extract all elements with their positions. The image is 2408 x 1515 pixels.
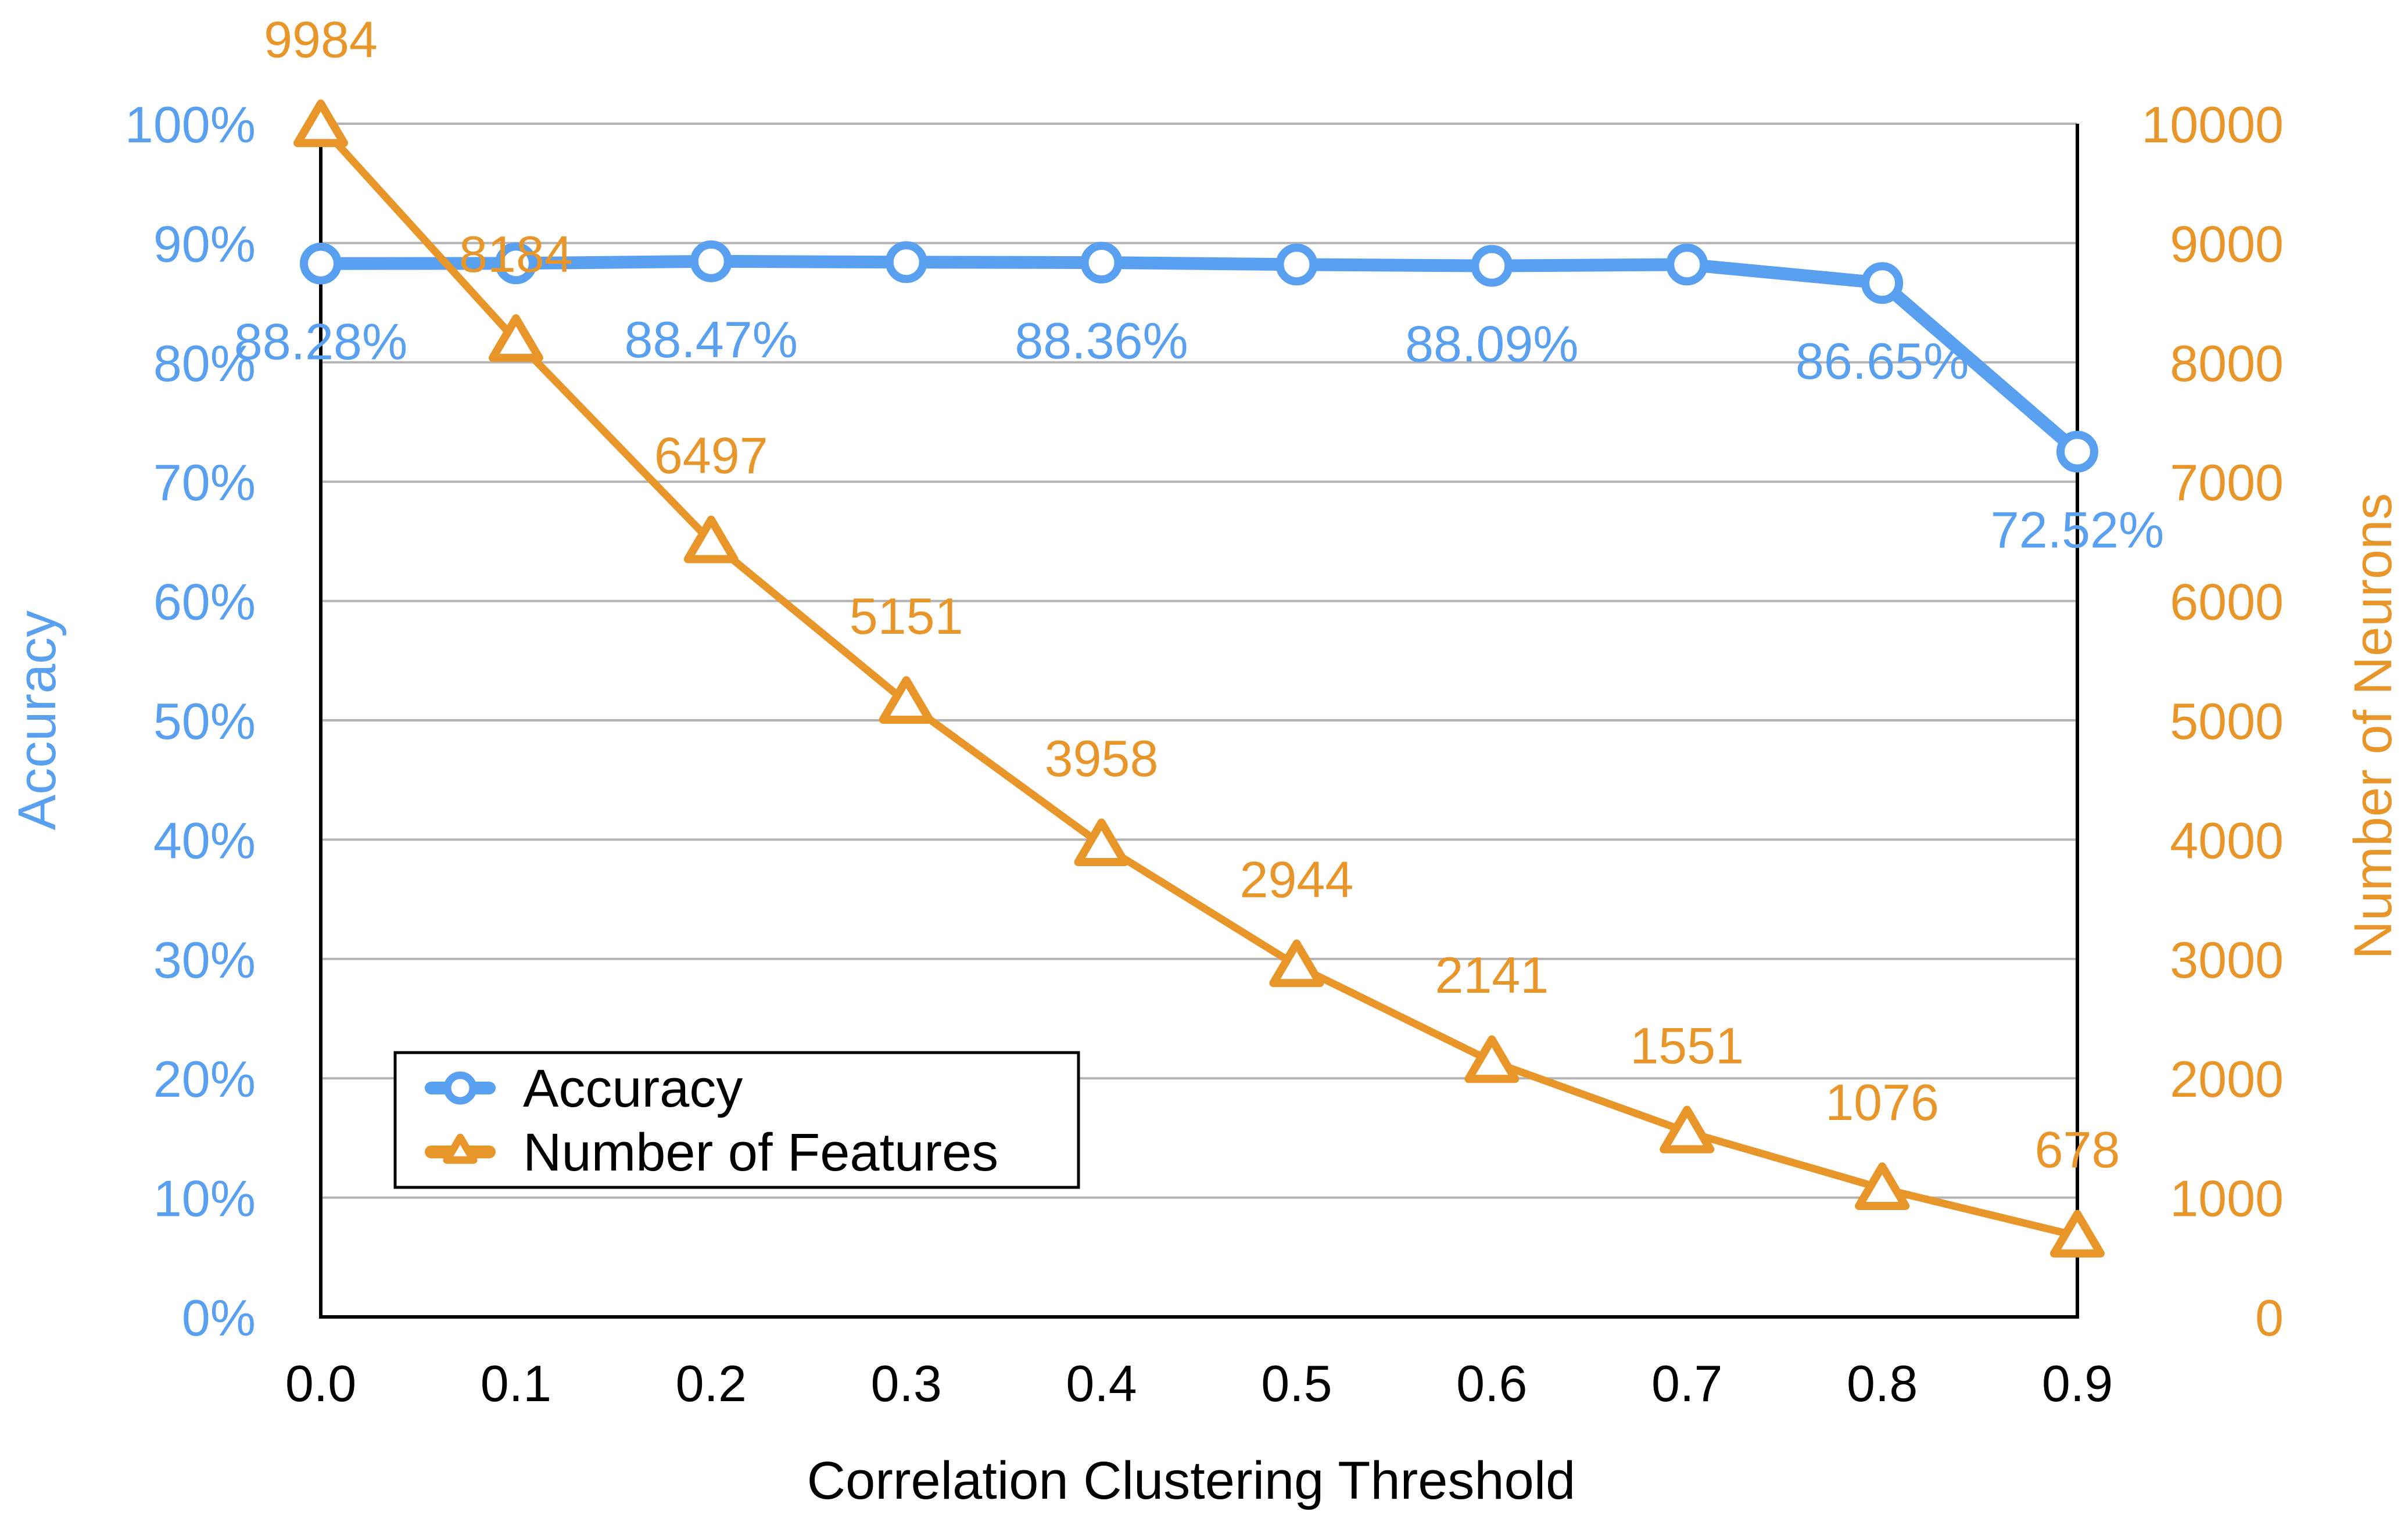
x-tick-label: 0.8	[1847, 1355, 1918, 1412]
right-tick-label: 8000	[2170, 335, 2284, 392]
accuracy-data-label: 72.52%	[1991, 501, 2164, 558]
x-tick-label: 0.4	[1066, 1355, 1137, 1412]
features-point	[488, 314, 543, 362]
right-tick-label: 5000	[2170, 692, 2284, 750]
accuracy-point	[1666, 243, 1708, 286]
accuracy-point	[300, 242, 342, 285]
accuracy-data-label: 88.09%	[1405, 315, 1578, 373]
features-data-label: 6497	[654, 427, 768, 484]
accuracy-point	[1861, 262, 1904, 304]
right-tick-label: 0	[2255, 1289, 2284, 1347]
accuracy-data-label: 88.28%	[234, 313, 407, 371]
legend-accuracy-marker	[443, 1071, 477, 1105]
accuracy-point	[690, 240, 732, 282]
features-point	[2050, 1209, 2105, 1258]
x-tick-label: 0.0	[285, 1355, 356, 1412]
left-tick-label: 40%	[153, 812, 256, 869]
features-point	[1269, 939, 1324, 988]
legend-features-label: Number of Features	[523, 1123, 998, 1182]
x-tick-label: 0.7	[1651, 1355, 1722, 1412]
right-tick-label: 4000	[2170, 812, 2284, 869]
features-data-label: 8184	[459, 225, 573, 283]
features-point	[1855, 1162, 1910, 1210]
left-tick-label: 30%	[153, 931, 256, 989]
tick-labels: 0% 10% 20% 30% 40% 50% 60% 70% 80% 90% 100% 0 1000 20…	[125, 96, 2284, 1412]
data-labels: 9984 8184 6497 5151 3958 2944 2141 1551 1076 678 8…	[234, 10, 2164, 1178]
left-tick-label: 100%	[125, 96, 256, 153]
legend: Accuracy Number of Features	[393, 1051, 1080, 1189]
x-axis-title: Correlation Clustering Threshold	[807, 1451, 1576, 1510]
legend-accuracy-label: Accuracy	[523, 1059, 743, 1118]
left-tick-label: 50%	[153, 692, 256, 750]
left-tick-label: 80%	[153, 335, 256, 392]
features-data-label: 678	[2035, 1121, 2120, 1179]
right-tick-label: 3000	[2170, 931, 2284, 989]
right-tick-label: 2000	[2170, 1050, 2284, 1108]
grid-lines	[321, 123, 2077, 1199]
accuracy-point	[1080, 242, 1123, 284]
x-tick-label: 0.9	[2042, 1355, 2113, 1412]
left-tick-label: 20%	[153, 1050, 256, 1108]
features-data-label: 9984	[264, 10, 378, 68]
features-point	[293, 99, 348, 148]
features-data-label: 5151	[850, 587, 963, 645]
features-data-label: 1076	[1825, 1074, 1939, 1131]
legend-features-marker	[443, 1133, 478, 1164]
features-series	[293, 99, 2105, 1258]
right-tick-label: 6000	[2170, 573, 2284, 631]
features-data-label: 2141	[1435, 946, 1549, 1004]
x-tick-label: 0.6	[1456, 1355, 1527, 1412]
features-point	[1464, 1035, 1520, 1083]
x-tick-label: 0.1	[481, 1355, 551, 1412]
right-tick-label: 10000	[2141, 96, 2284, 153]
left-tick-label: 90%	[153, 215, 256, 272]
left-tick-label: 0%	[182, 1289, 256, 1347]
features-point	[683, 515, 739, 563]
features-point	[879, 676, 934, 724]
x-tick-label: 0.5	[1261, 1355, 1332, 1412]
features-data-label: 2944	[1240, 850, 1354, 908]
features-point	[1074, 818, 1129, 867]
accuracy-data-label: 88.36%	[1015, 312, 1188, 369]
features-data-label: 1551	[1630, 1017, 1744, 1074]
accuracy-data-label: 88.47%	[625, 311, 798, 368]
x-tick-label: 0.2	[676, 1355, 747, 1412]
left-axis-title: Accuracy	[8, 611, 67, 830]
features-data-label: 3958	[1045, 730, 1159, 787]
left-tick-label: 70%	[153, 454, 256, 511]
features-point	[1660, 1105, 1715, 1154]
x-tick-label: 0.3	[870, 1355, 941, 1412]
accuracy-point	[1471, 245, 1513, 287]
accuracy-point	[885, 241, 927, 283]
accuracy-point	[494, 242, 537, 285]
legend-box	[393, 1051, 1080, 1189]
left-tick-label: 10%	[153, 1170, 256, 1227]
right-tick-label: 9000	[2170, 215, 2284, 272]
accuracy-line	[320, 254, 2082, 457]
right-axis-title: Number of Neurons	[2344, 493, 2403, 960]
right-tick-label: 1000	[2170, 1170, 2284, 1227]
features-line	[318, 123, 2079, 1240]
left-tick-label: 60%	[153, 573, 256, 631]
accuracy-series	[300, 240, 2098, 473]
accuracy-point	[2056, 430, 2098, 473]
axes	[319, 124, 2079, 1319]
accuracy-data-label: 86.65%	[1796, 332, 1969, 390]
right-tick-label: 7000	[2170, 454, 2284, 511]
accuracy-point	[1275, 243, 1318, 286]
